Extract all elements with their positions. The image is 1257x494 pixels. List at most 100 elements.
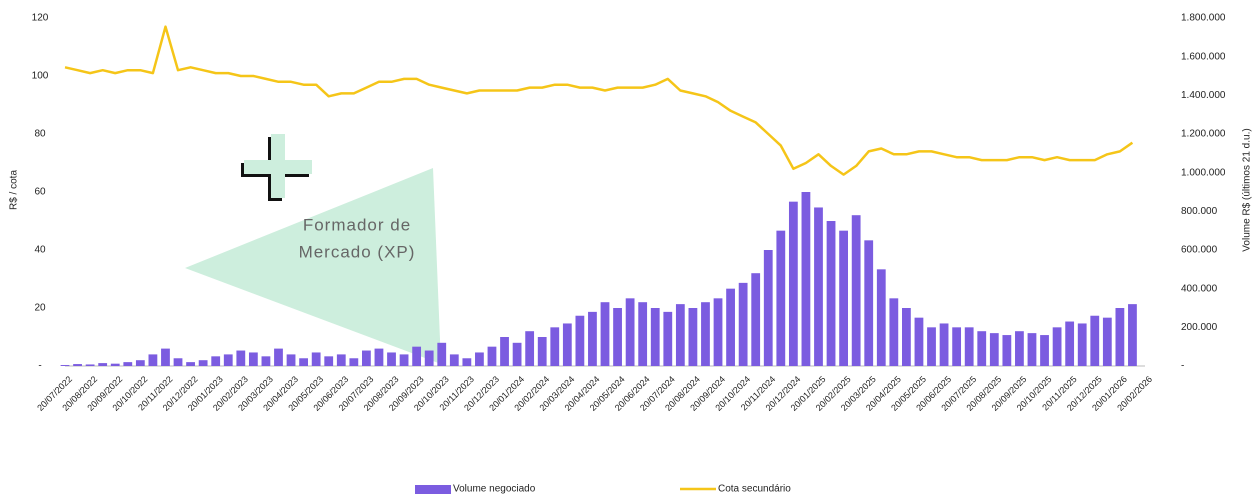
annotation-icon: [241, 134, 312, 201]
y2-tick-label: 1.800.000: [1181, 13, 1226, 24]
bar: [512, 342, 522, 366]
y2-tick-label: 800.000: [1181, 206, 1218, 217]
y2-tick-label: 1.200.000: [1181, 129, 1226, 140]
bar: [588, 311, 597, 366]
bar: [123, 362, 133, 366]
bar: [1102, 317, 1112, 366]
bar: [613, 308, 622, 366]
bar: [60, 365, 70, 366]
bar: [274, 348, 283, 366]
bar: [751, 273, 761, 366]
y-tick-label: 40: [34, 245, 46, 256]
bar: [173, 358, 183, 366]
bar: [562, 323, 572, 366]
bar: [148, 354, 158, 366]
bar: [688, 308, 698, 366]
bar: [1128, 304, 1137, 366]
y2-tick-label: 200.000: [1181, 322, 1218, 333]
bar: [248, 352, 258, 366]
annotation-text: Formador de: [303, 215, 411, 234]
bar: [487, 346, 497, 366]
bar: [814, 207, 823, 366]
bar: [763, 250, 773, 366]
bar: [475, 352, 484, 366]
bar: [776, 230, 786, 366]
y2-tick-label: 1.000.000: [1181, 167, 1226, 178]
bar: [952, 327, 962, 366]
y2-tick-label: 600.000: [1181, 245, 1218, 256]
bar: [726, 288, 735, 366]
bar: [500, 337, 509, 366]
y-tick-label: 120: [32, 13, 49, 24]
bar: [399, 354, 409, 366]
y-axis-title: R$ / cota: [9, 170, 20, 210]
bar: [236, 350, 246, 366]
bar: [73, 364, 82, 366]
legend-swatch: [415, 485, 451, 494]
bar: [223, 354, 233, 366]
bar: [927, 327, 936, 366]
bar: [311, 352, 321, 366]
y-tick-label: -: [38, 361, 41, 372]
bar: [1077, 323, 1087, 366]
bar: [85, 364, 95, 366]
bar: [1040, 335, 1049, 366]
bar: [1115, 308, 1125, 366]
y2-tick-label: 400.000: [1181, 283, 1218, 294]
bar: [186, 362, 195, 366]
line: [64, 25, 1134, 176]
bar: [738, 282, 748, 366]
bar: [110, 363, 120, 366]
bar: [135, 360, 145, 366]
bar: [198, 360, 208, 366]
bar: [462, 358, 472, 366]
bar: [336, 354, 346, 366]
bar: [537, 337, 547, 366]
bar: [449, 354, 459, 366]
bar: [286, 354, 296, 366]
bar: [801, 192, 811, 366]
bar: [324, 356, 334, 366]
bar: [211, 356, 221, 366]
y2-tick-label: 1.600.000: [1181, 51, 1226, 62]
bar: [550, 327, 560, 366]
bar: [977, 331, 987, 366]
bar: [914, 317, 924, 366]
y2-tick-label: -: [1181, 361, 1184, 372]
bar: [349, 358, 359, 366]
legend-label: Cota secundário: [718, 484, 791, 494]
bar: [675, 304, 685, 366]
bar: [575, 315, 585, 366]
legend-label: Volume negociado: [453, 484, 536, 494]
annotation-text: Mercado (XP): [299, 242, 416, 261]
bar: [638, 302, 648, 366]
bar: [625, 298, 635, 366]
y-tick-label: 100: [32, 71, 49, 82]
bar: [161, 348, 170, 366]
bar: [412, 346, 422, 366]
bar: [387, 352, 396, 366]
bar: [989, 333, 999, 366]
bar: [98, 363, 108, 366]
bar: [876, 269, 886, 366]
bar: [713, 298, 723, 366]
bar: [424, 350, 434, 366]
bar: [851, 215, 861, 366]
bar: [864, 240, 874, 366]
bar: [701, 302, 710, 366]
bar: [650, 308, 660, 366]
bar: [1002, 335, 1012, 366]
bar: [362, 350, 371, 366]
y2-tick-label: 1.400.000: [1181, 90, 1226, 101]
bar: [600, 302, 610, 366]
bar: [1015, 331, 1024, 366]
bar: [964, 327, 974, 366]
y-tick-label: 80: [34, 129, 46, 140]
bar: [261, 356, 271, 366]
bar: [663, 311, 673, 366]
bar: [437, 342, 447, 366]
bar: [299, 358, 308, 366]
y-tick-label: 60: [34, 187, 46, 198]
bar: [1027, 333, 1037, 366]
